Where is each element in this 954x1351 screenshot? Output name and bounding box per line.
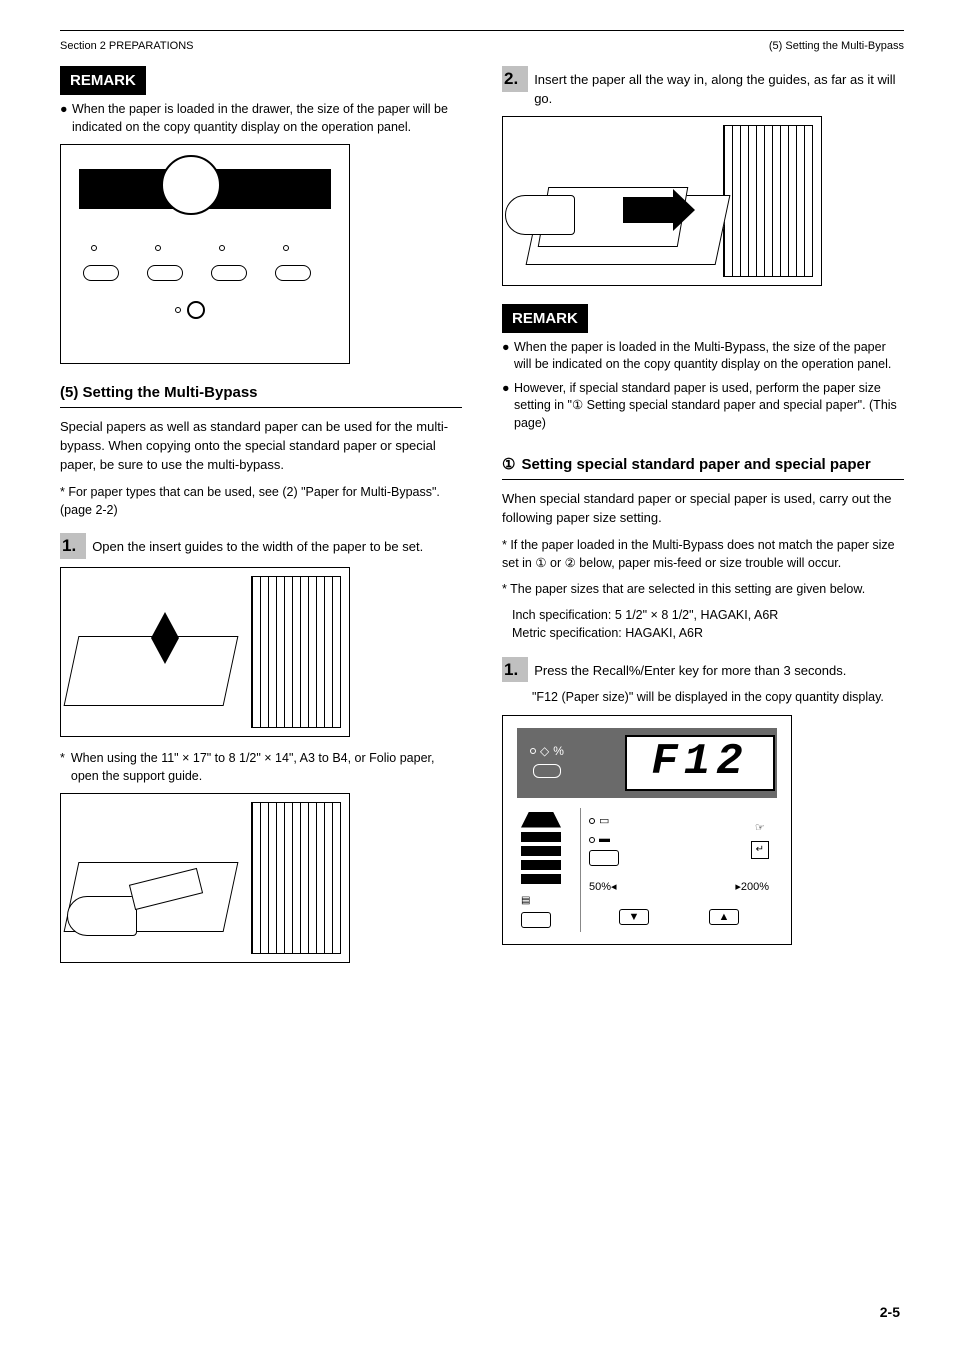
step-a1-sub: "F12 (Paper size)" will be displayed in …	[502, 688, 904, 706]
percent-icon: %	[553, 743, 564, 760]
lcd-lower: ▤ ▭ ▬ ☞ ↵	[517, 808, 777, 932]
bullet-icon: ●	[60, 101, 72, 136]
tray-icons: ▤	[517, 808, 581, 932]
circled1-note1: * If the paper loaded in the Multi-Bypas…	[502, 536, 904, 572]
circled1-heading: ① Setting special standard paper and spe…	[502, 454, 904, 475]
zoom-low: 50%	[589, 880, 611, 895]
remark-text: When the paper is loaded in the Multi-By…	[514, 339, 904, 374]
figure-support-guide	[60, 793, 350, 963]
up-button: ▲	[709, 909, 739, 925]
top-rule	[60, 30, 904, 31]
tip-text: When using the 11" × 17" to 8 1/2" × 14"…	[71, 749, 462, 785]
zoom-high: 200%	[741, 880, 769, 895]
subsection-ref: * For paper types that can be used, see …	[60, 483, 462, 519]
step-label: 1.	[502, 657, 528, 683]
circled-number: ①	[502, 454, 515, 475]
panel-illustration	[61, 145, 349, 363]
bullet-icon: ●	[502, 380, 514, 433]
sub-rule	[60, 407, 462, 408]
enter-icon: ↵	[751, 841, 769, 859]
remark-bullet: ● When the paper is loaded in the drawer…	[60, 101, 462, 136]
left-column: REMARK ● When the paper is loaded in the…	[60, 66, 462, 975]
step-number: 1.	[504, 658, 518, 682]
remark-bullet: ● When the paper is loaded in the Multi-…	[502, 339, 904, 374]
lcd-right-panel: ▭ ▬ ☞ ↵ 50% ◂ ▸ 200%	[581, 808, 777, 932]
subsection-intro: Special papers as well as standard paper…	[60, 418, 462, 475]
subsection-heading: (5) Setting the Multi-Bypass	[60, 382, 462, 403]
remark-label: REMARK	[60, 66, 146, 95]
step-label: 1.	[60, 533, 86, 559]
figure-lcd-panel: ◇ % F12 ▤	[502, 715, 792, 945]
figure-operation-panel	[60, 144, 350, 364]
step-1: 1. Open the insert guides to the width o…	[60, 533, 462, 559]
right-column: 2. Insert the paper all the way in, alon…	[502, 66, 904, 975]
down-button: ▼	[619, 909, 649, 925]
circled1-sizes: Inch specification: 5 1/2" × 8 1/2", HAG…	[502, 606, 904, 642]
zoom-row: 50% ◂ ▸ 200%	[589, 880, 769, 895]
two-column-layout: REMARK ● When the paper is loaded in the…	[60, 66, 904, 975]
remark-text: When the paper is loaded in the drawer, …	[72, 101, 462, 136]
bullet-icon: ●	[502, 339, 514, 374]
step-2: 2. Insert the paper all the way in, alon…	[502, 66, 904, 107]
header-right: (5) Setting the Multi-Bypass	[769, 39, 904, 54]
step-1-text: Open the insert guides to the width of t…	[86, 538, 462, 556]
remark-bullet: ● However, if special standard paper is …	[502, 380, 904, 433]
lcd-top-bar: ◇ % F12	[517, 728, 777, 798]
step-2-text: Insert the paper all the way in, along t…	[528, 71, 904, 107]
figure-guides	[60, 567, 350, 737]
page-number: 2-5	[880, 1303, 900, 1323]
page-header: Section 2 PREPARATIONS (5) Setting the M…	[60, 39, 904, 54]
support-guide-tip: * When using the 11" × 17" to 8 1/2" × 1…	[60, 749, 462, 785]
remark-block-right: REMARK	[502, 304, 904, 333]
remark-block-left: REMARK	[60, 66, 462, 95]
figure-insert-paper	[502, 116, 822, 286]
lcd-screen: F12	[625, 735, 775, 791]
lcd-value: F12	[651, 732, 748, 794]
left-arrow-icon: ◂	[611, 880, 617, 895]
tip-asterisk: *	[60, 749, 65, 785]
remark-text: However, if special standard paper is us…	[514, 380, 904, 433]
step-a1: 1. Press the Recall%/Enter key for more …	[502, 657, 904, 683]
sub-rule	[502, 479, 904, 480]
circled1-intro: When special standard paper or special p…	[502, 490, 904, 528]
step-number: 2.	[504, 67, 518, 91]
circled1-note2: * The paper sizes that are selected in t…	[502, 580, 904, 598]
header-left: Section 2 PREPARATIONS	[60, 39, 193, 54]
step-label: 2.	[502, 66, 528, 92]
hand-icon: ☞	[755, 821, 765, 836]
step-number: 1.	[62, 534, 76, 558]
remark-label: REMARK	[502, 304, 588, 333]
circled1-title: Setting special standard paper and speci…	[521, 454, 870, 475]
step-a1-text: Press the Recall%/Enter key for more tha…	[528, 662, 904, 680]
